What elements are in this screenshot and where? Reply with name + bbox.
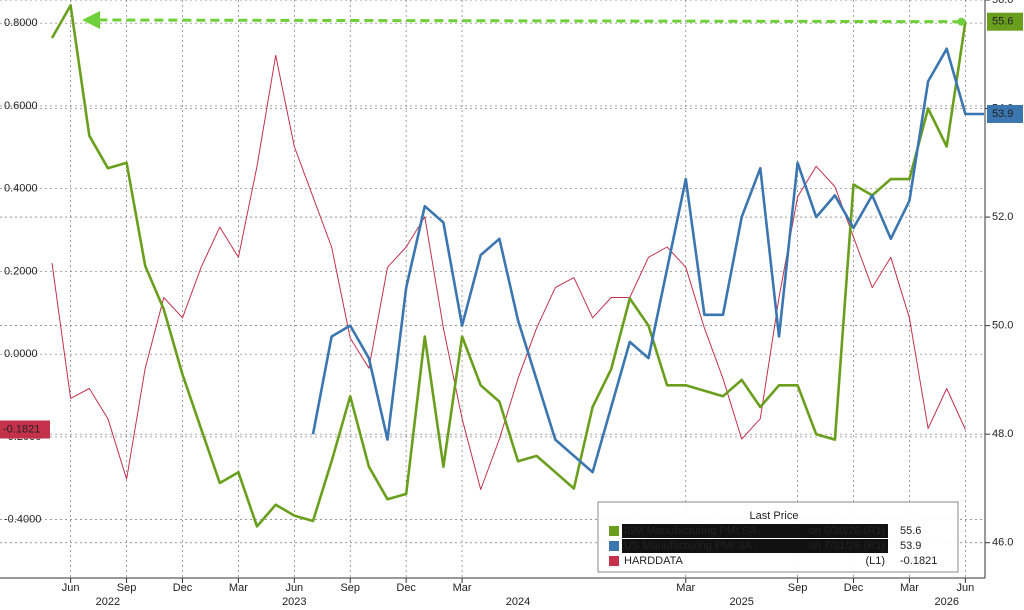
- x-tick-label: Mar: [676, 582, 695, 594]
- x-tick-label: Sep: [788, 582, 808, 594]
- legend-last-value: 53.9: [900, 540, 921, 552]
- arrow-head: [82, 11, 100, 29]
- y2-tick-label: 52.0: [992, 211, 1013, 223]
- legend-note: (L1): [865, 555, 885, 567]
- legend-swatch: [609, 526, 619, 536]
- legend-title: Last Price: [750, 510, 799, 522]
- y-tick-label: 0.8000: [4, 17, 38, 29]
- legend-last-value: -0.1821: [900, 555, 937, 567]
- y2-tick-label: 46.0: [992, 537, 1013, 549]
- y-tick-label: 0.6000: [4, 100, 38, 112]
- year-label: 2025: [729, 596, 753, 608]
- legend: Last Price ISM Manufacturing PMI SA - on 6…: [597, 501, 959, 573]
- series-line: [51, 54, 966, 490]
- legend-name: ISM Manufacturing PMI SA -: [624, 525, 763, 537]
- x-tick-label: Jun: [285, 582, 303, 594]
- x-tick-label: Mar: [900, 582, 919, 594]
- x-tick-label: Sep: [340, 582, 360, 594]
- year-label: 2024: [506, 596, 530, 608]
- y2-tick-label: 50.0: [992, 320, 1013, 332]
- y2-tick-label: 56.0: [992, 0, 1013, 6]
- legend-note: on 6/30/26 (R1): [809, 525, 885, 537]
- legend-name: HARDDATA: [624, 555, 684, 567]
- last-value-badge: [987, 12, 1023, 31]
- arrow-line: [95, 18, 962, 24]
- series-line: [50, 4, 967, 528]
- legend-swatch: [609, 556, 619, 566]
- year-label: 2022: [96, 596, 120, 608]
- y-tick-label: -0.4000: [4, 514, 41, 526]
- last-value-badge: [987, 104, 1023, 123]
- x-tick-label: Sep: [117, 582, 137, 594]
- x-tick-label: Jun: [956, 582, 974, 594]
- y-tick-label: 0.0000: [4, 348, 38, 360]
- last-value-label: -0.1821: [3, 423, 40, 435]
- x-tick-label: Jun: [62, 582, 80, 594]
- x-tick-label: Mar: [229, 582, 248, 594]
- y2-tick-label: 48.0: [992, 428, 1013, 440]
- y-tick-label: 0.2000: [4, 265, 38, 277]
- x-tick-label: Dec: [173, 582, 193, 594]
- series-line: [311, 47, 984, 474]
- legend-swatch: [609, 541, 619, 551]
- legend-name: US Manufacturing PMI SA -: [624, 540, 759, 552]
- year-label: 2023: [282, 596, 306, 608]
- legend-highlight: [622, 539, 888, 553]
- last-value-label: 55.6: [992, 16, 1013, 28]
- legend-last-value: 55.6: [900, 525, 921, 537]
- year-label: 2026: [934, 596, 958, 608]
- y-tick-label: 0.4000: [4, 183, 38, 195]
- last-value-label: 53.9: [992, 108, 1013, 120]
- arrow-dot: [957, 17, 966, 26]
- x-tick-label: Dec: [396, 582, 416, 594]
- legend-note: on 7/31/26 (R1): [809, 540, 885, 552]
- x-tick-label: Mar: [453, 582, 472, 594]
- x-tick-label: Dec: [844, 582, 864, 594]
- last-value-badge: [0, 420, 50, 439]
- legend-highlight: [622, 524, 888, 538]
